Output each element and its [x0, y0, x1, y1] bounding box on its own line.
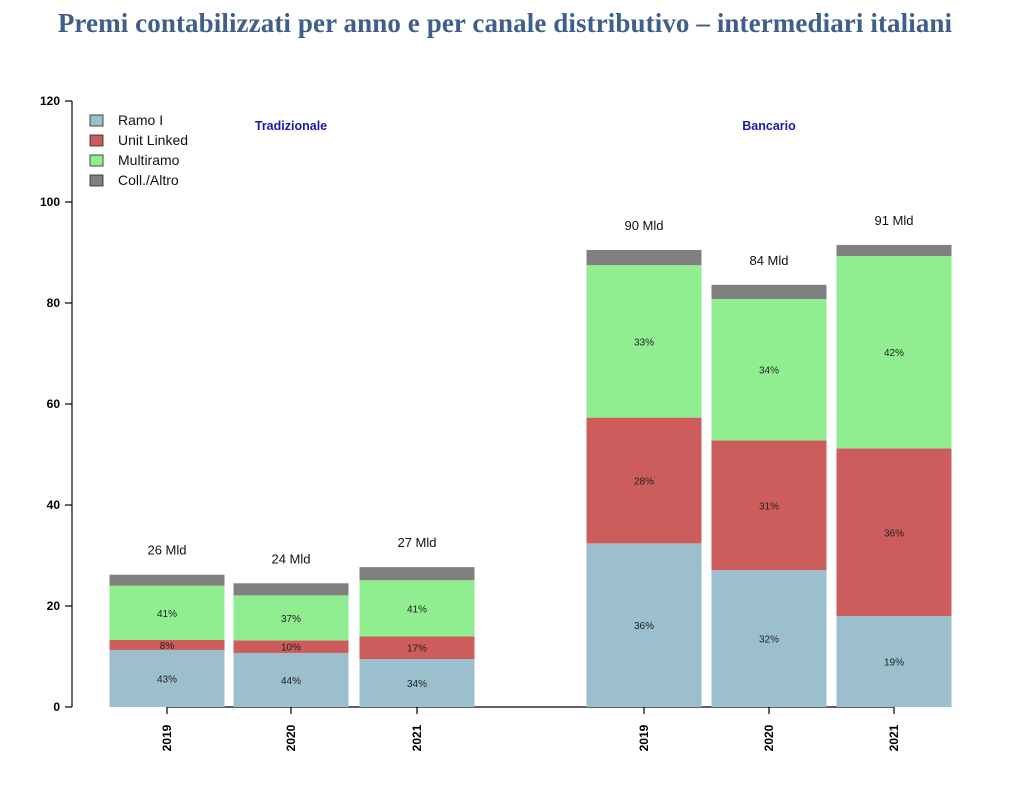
bar-segment-multiramo — [586, 265, 702, 418]
percent-label: 10% — [281, 643, 301, 654]
bar-segment-unit-linked — [711, 440, 827, 571]
legend-swatch — [89, 134, 104, 147]
total-label: 91 Mld — [874, 213, 913, 228]
bar-segment-multiramo — [233, 595, 349, 641]
legend-swatch — [89, 174, 104, 187]
bar-segment-ramo-i — [836, 616, 952, 707]
percent-label: 36% — [634, 621, 654, 632]
bar-segment-coll-altro — [233, 583, 349, 596]
bars: 43% 8% 41% 26 Mld 44% 10% 37% 24 Mld 34% 17% 41% 27… — [109, 213, 952, 707]
x-tick-label: 2019 — [160, 724, 174, 751]
percent-label: 8% — [160, 641, 175, 652]
bar-segment-unit-linked — [586, 417, 702, 544]
y-tick-label: 60 — [47, 397, 61, 411]
x-axis: 2019 2020 2021 2019 2020 2021 — [160, 706, 901, 751]
bar-segment-coll-altro — [711, 284, 827, 299]
bar-segment-ramo-i — [233, 652, 349, 707]
bar-segment-multiramo — [836, 256, 952, 449]
total-label: 26 Mld — [147, 543, 186, 558]
bar-segment-unit-linked — [359, 636, 475, 660]
legend-swatch — [89, 114, 104, 127]
legend-label: Coll./Altro — [118, 172, 179, 188]
percent-label: 41% — [157, 609, 177, 620]
legend: Ramo I Unit Linked Multiramo Coll./Altro — [89, 112, 188, 188]
bar-segment-multiramo — [711, 298, 827, 441]
percent-label: 31% — [759, 501, 779, 512]
percent-label: 32% — [759, 635, 779, 646]
percent-label: 44% — [281, 676, 301, 687]
bar-segment-unit-linked — [836, 448, 952, 617]
percent-label: 43% — [157, 674, 177, 685]
total-label: 24 Mld — [271, 551, 310, 566]
percent-label: 41% — [407, 604, 427, 615]
y-tick-label: 80 — [47, 296, 61, 310]
bar-segment-coll-altro — [359, 567, 475, 581]
total-label: 84 Mld — [749, 253, 788, 268]
bar-segment-unit-linked — [109, 639, 225, 650]
bar-segment-multiramo — [109, 585, 225, 640]
percent-label: 19% — [884, 658, 904, 669]
total-label: 27 Mld — [397, 535, 436, 550]
percent-label: 36% — [884, 528, 904, 539]
percent-label: 34% — [759, 366, 779, 377]
y-axis: 0 20 40 60 80 100 120 — [40, 94, 73, 714]
legend-swatch — [89, 154, 104, 167]
y-tick-label: 100 — [40, 195, 60, 209]
percent-label: 28% — [634, 477, 654, 488]
percent-label: 33% — [634, 337, 654, 348]
group-label-tradizionale: Tradizionale — [255, 119, 327, 133]
group-label-bancario: Bancario — [742, 119, 796, 133]
legend-label: Multiramo — [118, 152, 180, 168]
bar-segment-unit-linked — [233, 640, 349, 653]
y-tick-label: 20 — [47, 599, 61, 613]
x-tick-label: 2019 — [637, 724, 651, 751]
bar-segment-ramo-i — [109, 649, 225, 707]
bar-segment-coll-altro — [836, 244, 952, 257]
percent-label: 37% — [281, 614, 301, 625]
bar-segment-multiramo — [359, 580, 475, 637]
y-tick-label: 120 — [40, 94, 60, 108]
x-tick-label: 2020 — [284, 724, 298, 751]
x-tick-label: 2021 — [887, 724, 901, 751]
chart-title: Premi contabilizzati per anno e per cana… — [57, 8, 953, 38]
bar-segment-ramo-i — [586, 543, 702, 707]
bar-segment-ramo-i — [359, 659, 475, 707]
percent-label: 42% — [884, 348, 904, 359]
bar-segment-coll-altro — [109, 574, 225, 586]
bar-segment-coll-altro — [586, 249, 702, 266]
legend-label: Unit Linked — [118, 132, 188, 148]
total-label: 90 Mld — [624, 218, 663, 233]
y-tick-label: 0 — [53, 700, 60, 714]
percent-label: 34% — [407, 679, 427, 690]
bar-segment-ramo-i — [711, 570, 827, 707]
group-labels: Tradizionale Bancario — [255, 119, 796, 133]
x-tick-label: 2020 — [762, 724, 776, 751]
x-tick-label: 2021 — [410, 724, 424, 751]
legend-label: Ramo I — [118, 112, 163, 128]
percent-label: 17% — [407, 644, 427, 655]
y-tick-label: 40 — [47, 498, 61, 512]
